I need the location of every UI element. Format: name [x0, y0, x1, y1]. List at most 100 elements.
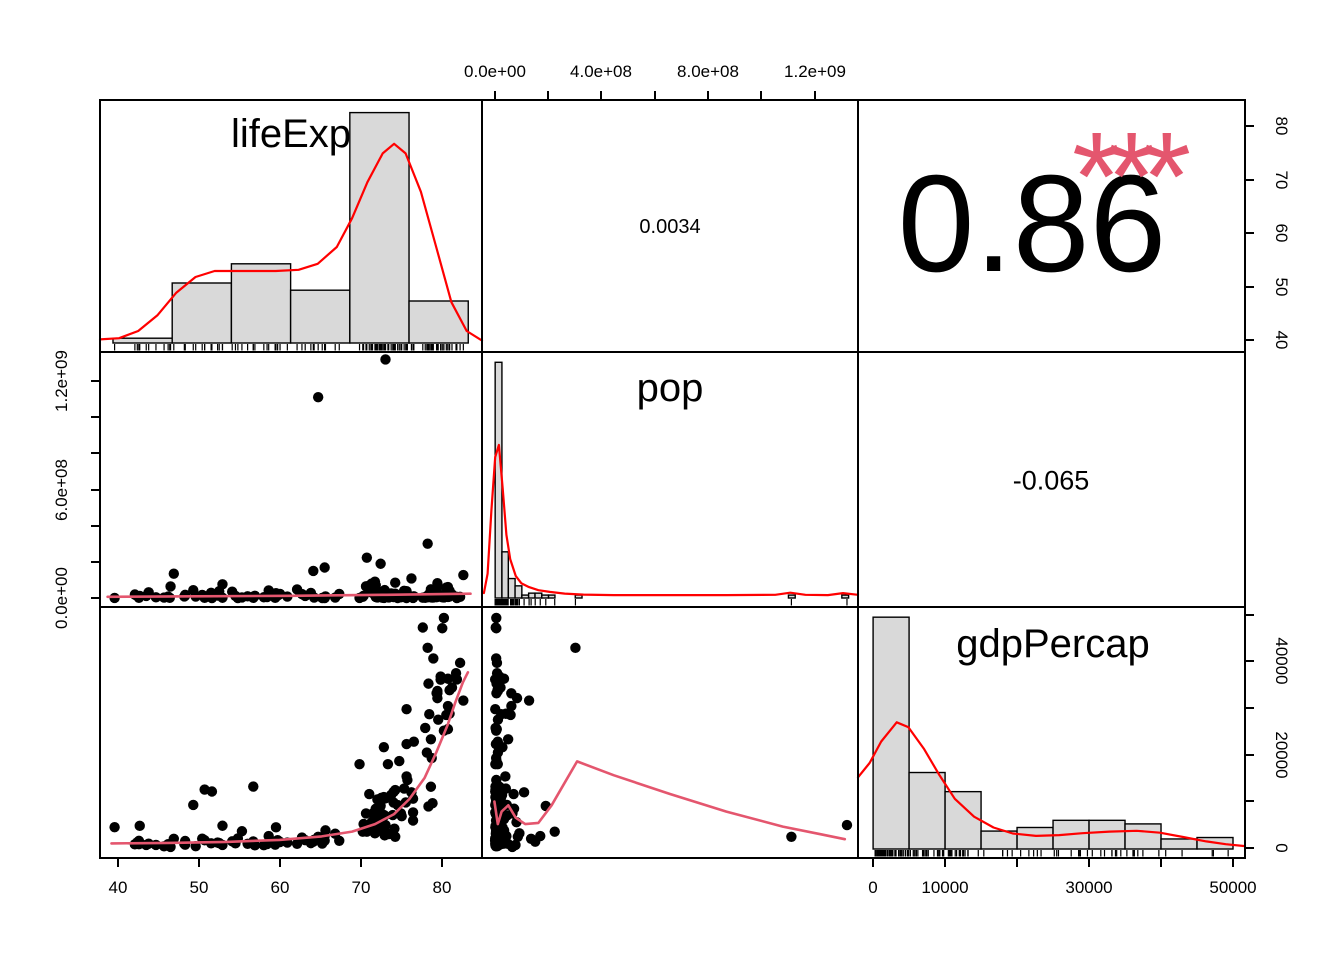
scatter-point-pop-vs-lifeExp	[406, 573, 417, 584]
histogram-bar-pop	[501, 551, 510, 599]
axis-tick-label: 0.0e+00	[464, 62, 526, 81]
scatter-point-gdpPercap-vs-pop	[490, 653, 502, 664]
scatter-point-gdpPercap-vs-lifeExp	[376, 792, 387, 803]
axis-tick-label: 40	[108, 878, 128, 897]
scatter-point-pop-vs-lifeExp	[380, 354, 391, 365]
axis-tick-label: 50	[189, 878, 209, 897]
scatter-point-pop-vs-lifeExp	[361, 552, 373, 563]
scatter-point-gdpPercap-vs-pop	[491, 623, 502, 634]
histogram-bar-pop	[507, 577, 516, 599]
scatter-point-gdpPercap-vs-lifeExp	[188, 799, 199, 811]
axis-tick-label: 0.0e+00	[52, 567, 71, 629]
scatter-point-gdpPercap-vs-pop	[496, 709, 507, 720]
axis-tick-label: 60	[270, 878, 290, 897]
scatter-point-gdpPercap-vs-pop	[491, 612, 502, 624]
scatter-point-pop-vs-lifeExp	[188, 584, 199, 596]
axis-tick-label: 80	[1272, 116, 1291, 136]
axis-tick-label: 40	[1272, 330, 1291, 350]
scatter-point-pop-vs-lifeExp	[330, 592, 341, 603]
panel-border-r3c2	[481, 606, 859, 859]
axis-tick-label: 60	[1272, 223, 1291, 243]
axis-tick-label: 50	[1272, 277, 1291, 297]
histogram-bar-pop	[541, 594, 550, 599]
scatter-point-gdpPercap-vs-lifeExp	[385, 789, 397, 801]
scatter-point-gdpPercap-vs-pop	[518, 787, 530, 798]
scatter-point-gdpPercap-vs-lifeExp	[370, 803, 381, 814]
scatter-point-gdpPercap-vs-lifeExp	[249, 840, 261, 851]
axis-tick-label: 70	[351, 878, 371, 897]
correlation-value-gdp-pop: -0.065	[1012, 465, 1090, 496]
scatter-point-gdpPercap-vs-lifeExp	[230, 838, 241, 849]
histogram-bar-lifeExp	[230, 263, 292, 344]
scatter-point-gdpPercap-vs-lifeExp	[401, 738, 412, 750]
scatter-point-gdpPercap-vs-lifeExp	[263, 830, 274, 842]
scatter-point-pop-vs-lifeExp	[375, 558, 386, 569]
scatter-point-gdpPercap-vs-pop	[510, 839, 521, 851]
scatter-point-gdpPercap-vs-lifeExp	[364, 788, 375, 800]
histogram-bar-pop	[527, 592, 536, 599]
scatter-point-pop-vs-lifeExp	[319, 562, 330, 573]
scatter-point-gdpPercap-vs-lifeExp	[423, 678, 434, 689]
scatter-point-gdpPercap-vs-lifeExp	[354, 758, 365, 770]
scatter-point-gdpPercap-vs-lifeExp	[407, 807, 419, 818]
scatter-point-gdpPercap-vs-lifeExp	[319, 835, 330, 846]
scatter-point-gdpPercap-vs-lifeExp	[401, 771, 412, 782]
correlation-value-gdp-lifeExp: 0.86	[897, 147, 1167, 301]
loess-line-gdp_vs_lifeExp	[110, 670, 470, 845]
scatter-point-pop-vs-lifeExp	[432, 581, 443, 593]
axis-tick-label: 6.0e+08	[52, 459, 71, 521]
scatter-point-gdpPercap-vs-lifeExp	[134, 820, 145, 832]
axis-tick-label: 20000	[1272, 731, 1291, 779]
axis-tick-label: 1.2e+09	[52, 350, 71, 412]
panel-border-r3c3	[857, 606, 1246, 859]
scatter-point-pop-vs-lifeExp	[165, 581, 176, 592]
histogram-bar-gdpPercap	[1016, 826, 1054, 850]
scatter-point-gdpPercap-vs-pop	[506, 688, 517, 699]
scatter-point-gdpPercap-vs-lifeExp	[109, 821, 120, 833]
panel-title-pop: pop	[636, 366, 704, 410]
panel-border-r2c1	[99, 351, 483, 608]
density-curve-lifeExp	[98, 142, 484, 342]
histogram-bar-pop	[521, 594, 530, 599]
scatter-point-gdpPercap-vs-lifeExp	[217, 820, 228, 831]
histogram-bar-lifeExp	[289, 289, 351, 344]
scatter-point-gdpPercap-vs-pop	[506, 700, 517, 712]
scatter-point-gdpPercap-vs-lifeExp	[437, 623, 448, 634]
panel-title-lifeExp: lifeExp	[230, 112, 352, 156]
histogram-bar-lifeExp	[112, 337, 173, 344]
scatter-point-gdpPercap-vs-lifeExp	[141, 839, 152, 851]
scatter-point-gdpPercap-vs-lifeExp	[425, 781, 437, 792]
histogram-bar-lifeExp	[408, 300, 469, 344]
scatter-point-gdpPercap-vs-lifeExp	[450, 668, 462, 679]
scatter-point-pop-vs-lifeExp	[312, 391, 324, 403]
axis-tick-label: 40000	[1272, 637, 1291, 685]
scatter-point-gdpPercap-vs-lifeExp	[444, 685, 455, 696]
scatter-point-pop-vs-lifeExp	[296, 588, 308, 600]
density-curve-gdpPercap	[856, 721, 1247, 848]
scatter-point-gdpPercap-vs-pop	[500, 771, 511, 782]
histogram-bar-gdpPercap	[944, 790, 982, 850]
scatter-point-gdpPercap-vs-lifeExp	[458, 695, 469, 706]
histogram-bar-pop	[514, 585, 523, 599]
scatter-point-gdpPercap-vs-lifeExp	[382, 758, 394, 770]
scatter-point-gdpPercap-vs-lifeExp	[433, 714, 444, 725]
scatter-point-gdpPercap-vs-pop	[508, 788, 519, 800]
scatter-point-gdpPercap-vs-lifeExp	[383, 828, 394, 840]
axis-tick-label: 1.2e+09	[784, 62, 846, 81]
scatter-point-gdpPercap-vs-pop	[492, 685, 503, 696]
axis-tick-label: 10000	[921, 878, 969, 897]
scatter-point-gdpPercap-vs-lifeExp	[435, 671, 446, 682]
scatter-point-gdpPercap-vs-lifeExp	[424, 709, 435, 720]
scatter-point-pop-vs-lifeExp	[168, 568, 180, 579]
scatter-point-gdpPercap-vs-lifeExp	[423, 801, 434, 812]
density-curve-pop	[482, 443, 860, 597]
scatter-point-gdpPercap-vs-pop	[549, 826, 560, 837]
scatter-point-gdpPercap-vs-lifeExp	[432, 688, 443, 699]
scatter-point-gdpPercap-vs-pop	[841, 819, 853, 831]
scatter-point-gdpPercap-vs-pop	[786, 831, 797, 842]
histogram-bar-gdpPercap	[1160, 838, 1198, 850]
loess-line-pop_vs_lifeExp	[106, 592, 472, 599]
scatter-point-gdpPercap-vs-pop	[496, 789, 508, 801]
axis-tick-label: 80	[432, 878, 452, 897]
